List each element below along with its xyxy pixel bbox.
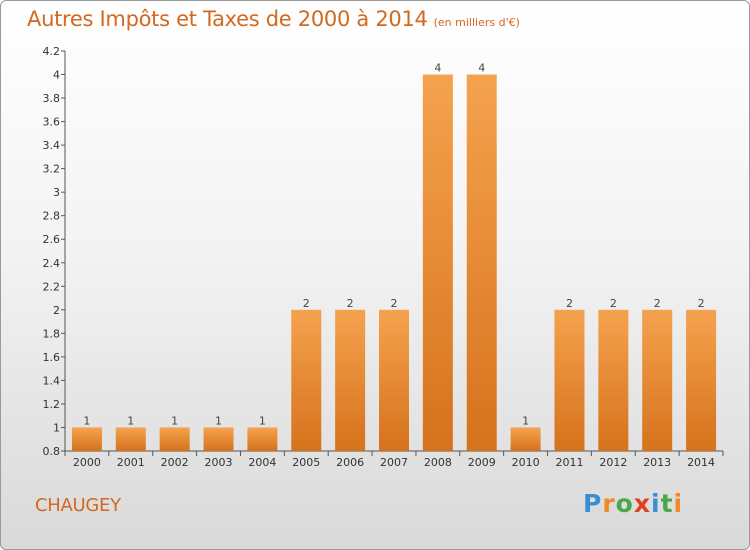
logo-letter: x	[633, 489, 651, 518]
y-tick-label: 1.2	[43, 398, 61, 411]
y-tick-label: 0.8	[43, 445, 61, 458]
bar-2003	[203, 427, 234, 451]
x-tick-label-2010: 2010	[512, 456, 540, 469]
data-label-2012: 2	[610, 297, 617, 310]
x-tick-label-2012: 2012	[599, 456, 627, 469]
bar-2013	[642, 309, 673, 451]
y-tick-label: 3.8	[43, 92, 61, 105]
bar-2011	[554, 309, 585, 451]
y-tick-label: 3.4	[43, 139, 61, 152]
bar-2004	[247, 427, 278, 451]
bar-2014	[686, 309, 717, 451]
x-tick-label-2007: 2007	[380, 456, 408, 469]
commune-name: CHAUGEY	[35, 495, 121, 516]
x-tick-label-2001: 2001	[117, 456, 145, 469]
data-label-2011: 2	[566, 297, 573, 310]
data-label-2000: 1	[83, 414, 90, 427]
logo-letter: o	[615, 489, 634, 518]
x-tick-label-2005: 2005	[292, 456, 320, 469]
data-label-2002: 1	[171, 414, 178, 427]
y-tick-label: 2.2	[43, 280, 61, 293]
x-tick-label-2008: 2008	[424, 456, 452, 469]
y-tick-label: 3.2	[43, 163, 61, 176]
bar-2000	[71, 427, 102, 451]
bar-2012	[598, 309, 629, 451]
y-tick-label: 4	[53, 69, 60, 82]
x-tick-label-2009: 2009	[468, 456, 496, 469]
y-tick-label: 2.6	[43, 233, 61, 246]
logo-letter: t	[660, 489, 674, 518]
proxiti-logo[interactable]: Proxiti	[583, 489, 683, 518]
bar-2006	[335, 309, 366, 451]
bar-2001	[115, 427, 146, 451]
chart-subtitle: (en milliers d'€)	[433, 16, 520, 29]
x-tick-label-2004: 2004	[248, 456, 276, 469]
x-tick-label-2002: 2002	[161, 456, 189, 469]
data-label-2001: 1	[127, 414, 134, 427]
data-label-2006: 2	[347, 297, 354, 310]
logo-letter: i	[651, 489, 661, 518]
data-label-2013: 2	[654, 297, 661, 310]
bar-2002	[159, 427, 190, 451]
x-tick-label-2011: 2011	[555, 456, 583, 469]
x-tick-label-2003: 2003	[205, 456, 233, 469]
data-label-2009: 4	[478, 62, 485, 75]
data-label-2007: 2	[391, 297, 398, 310]
logo-letter: i	[673, 489, 684, 518]
bar-2007	[379, 309, 409, 451]
bar-2008	[422, 74, 453, 451]
y-tick-label: 4.2	[43, 45, 61, 58]
chart-title: Autres Impôts et Taxes de 2000 à 2014	[27, 7, 428, 31]
x-tick-label-2000: 2000	[73, 456, 101, 469]
y-tick-label: 3.6	[43, 116, 61, 129]
data-label-2010: 1	[522, 414, 529, 427]
data-label-2004: 1	[259, 414, 266, 427]
data-label-2014: 2	[698, 297, 705, 310]
y-tick-label: 3	[53, 186, 60, 199]
logo-letter: P	[583, 489, 603, 518]
y-tick-label: 1.8	[43, 327, 61, 340]
logo-letter: r	[602, 489, 616, 518]
y-tick-label: 2.4	[43, 257, 61, 270]
bar-2009	[466, 74, 497, 451]
chart-title-block: Autres Impôts et Taxes de 2000 à 2014 (en…	[27, 7, 520, 31]
y-tick-label: 1.6	[43, 351, 61, 364]
data-label-2005: 2	[303, 297, 310, 310]
x-tick-label-2014: 2014	[687, 456, 715, 469]
y-tick-label: 1.4	[43, 374, 61, 387]
x-tick-label-2006: 2006	[336, 456, 364, 469]
data-label-2008: 4	[434, 62, 441, 75]
bar-2010	[510, 427, 541, 451]
y-tick-label: 2	[53, 304, 60, 317]
data-label-2003: 1	[215, 414, 222, 427]
y-tick-label: 1	[53, 421, 60, 434]
x-tick-label-2013: 2013	[643, 456, 671, 469]
y-tick-label: 2.8	[43, 210, 61, 223]
bar-2005	[291, 309, 322, 451]
